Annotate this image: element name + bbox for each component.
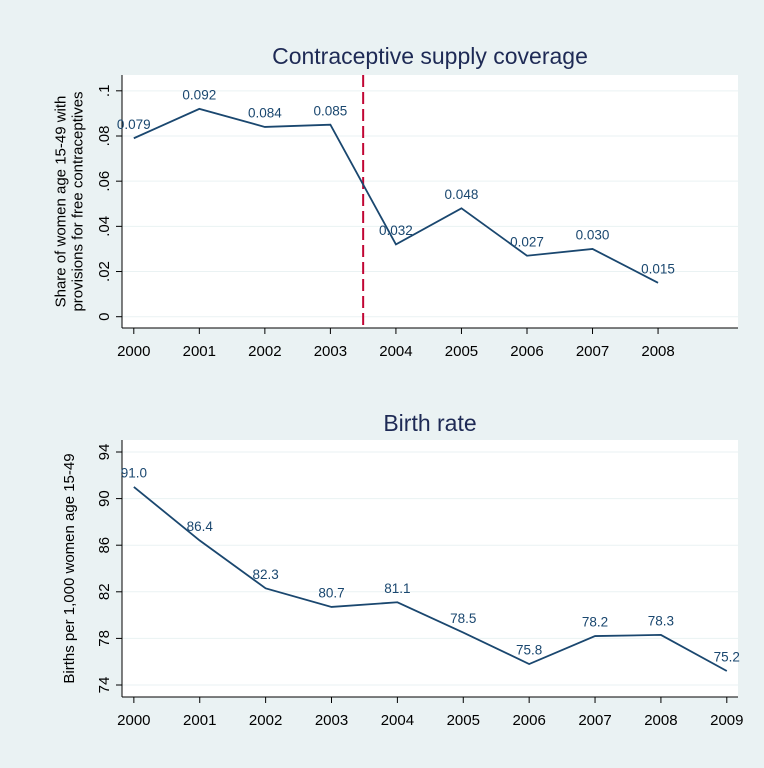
y-tick-label: 82 — [96, 583, 113, 600]
value-label: 0.079 — [117, 117, 151, 132]
x-tick-label: 2002 — [249, 712, 282, 729]
x-tick-label: 2004 — [379, 343, 412, 360]
value-label: 75.2 — [714, 650, 740, 665]
y-tick-label: 90 — [96, 490, 113, 507]
x-tick-label: 2005 — [445, 343, 478, 360]
value-label: 78.5 — [450, 611, 476, 626]
x-tick-label: 2000 — [117, 343, 150, 360]
x-tick-label: 2008 — [644, 712, 677, 729]
value-label: 75.8 — [516, 643, 542, 658]
value-label: 0.085 — [313, 103, 347, 118]
y-tick-label: 74 — [96, 677, 113, 694]
x-tick-label: 2000 — [117, 712, 150, 729]
y-tick-label: .1 — [96, 85, 113, 98]
value-label: 86.4 — [187, 519, 214, 534]
x-tick-label: 2009 — [710, 712, 743, 729]
data-line — [133, 486, 728, 672]
x-tick-label: 2004 — [381, 712, 414, 729]
value-label: 0.084 — [248, 106, 282, 121]
value-label: 0.030 — [576, 228, 610, 243]
y-tick-label: .08 — [96, 126, 113, 147]
y-tick-label: 94 — [96, 444, 113, 461]
value-label: 91.0 — [121, 466, 147, 481]
y-axis-label: Births per 1,000 women age 15-49 — [61, 453, 78, 683]
plot-area — [122, 75, 738, 328]
value-label: 0.032 — [379, 223, 413, 238]
x-tick-label: 2008 — [641, 343, 674, 360]
value-label: 78.2 — [582, 615, 608, 630]
x-tick-label: 2001 — [183, 343, 216, 360]
x-tick-label: 2006 — [510, 343, 543, 360]
x-tick-label: 2007 — [578, 712, 611, 729]
chart-title: Birth rate — [383, 410, 476, 436]
y-axis-label: Share of women age 15-49 with — [52, 96, 69, 308]
value-label: 80.7 — [318, 586, 344, 601]
x-tick-label: 2001 — [183, 712, 216, 729]
value-label: 78.3 — [648, 613, 674, 628]
y-tick-label: .06 — [96, 171, 113, 192]
chart-title: Contraceptive supply coverage — [272, 43, 588, 69]
x-tick-label: 2003 — [314, 343, 347, 360]
x-tick-label: 2003 — [315, 712, 348, 729]
y-tick-label: 86 — [96, 537, 113, 554]
x-tick-label: 2006 — [512, 712, 545, 729]
x-tick-label: 2005 — [447, 712, 480, 729]
y-tick-label: .04 — [96, 216, 113, 237]
y-tick-label: .02 — [96, 261, 113, 282]
value-label: 82.3 — [252, 567, 278, 582]
x-tick-label: 2002 — [248, 343, 281, 360]
value-label: 81.1 — [384, 581, 410, 596]
data-line — [133, 107, 659, 284]
value-label: 0.027 — [510, 234, 544, 249]
y-tick-label: 0 — [96, 313, 113, 321]
plot-area — [122, 440, 738, 697]
value-label: 0.092 — [182, 87, 216, 102]
y-axis-label: provisions for free contraceptives — [69, 91, 86, 311]
value-label: 0.048 — [445, 187, 479, 202]
x-tick-label: 2007 — [576, 343, 609, 360]
value-label: 0.015 — [641, 261, 675, 276]
y-tick-label: 78 — [96, 630, 113, 647]
